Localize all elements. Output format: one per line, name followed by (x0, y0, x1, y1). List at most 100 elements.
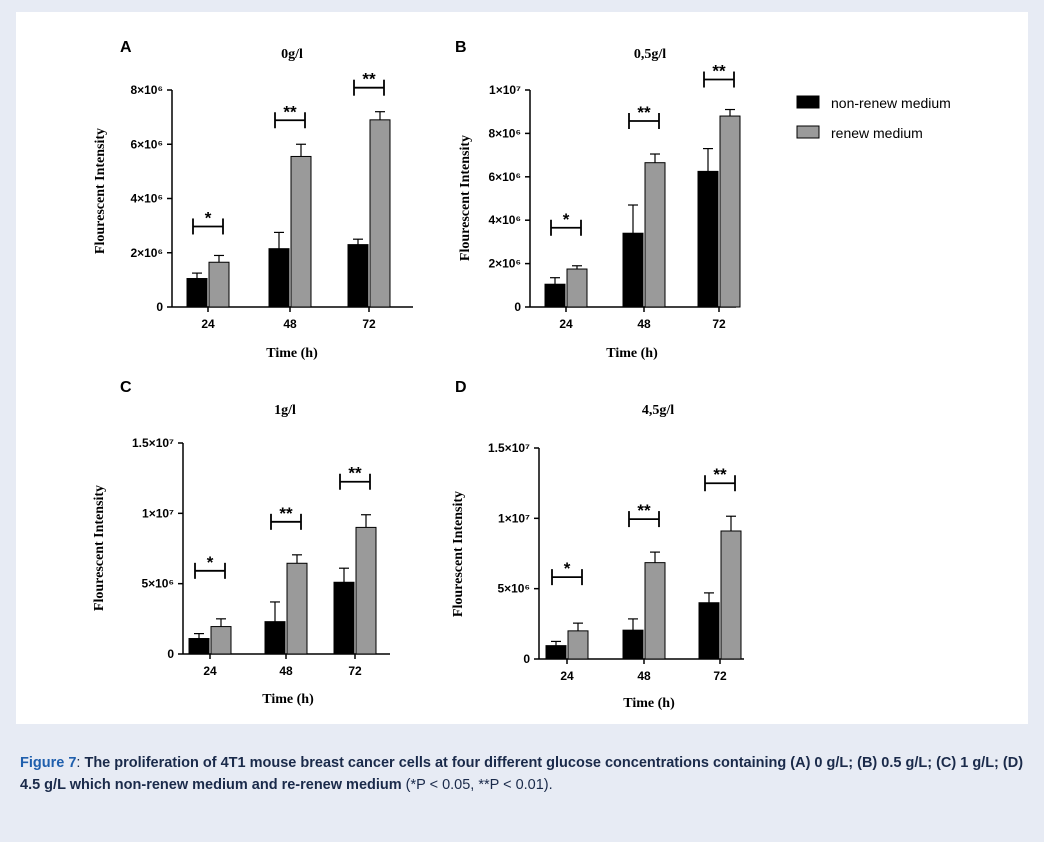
caption-tail-text: (*P < 0.05, **P < 0.01). (401, 777, 553, 793)
y-tick-label: 8×10⁶ (130, 83, 163, 97)
y-tick-label: 5×10⁶ (141, 577, 174, 591)
panel-letter-c: C (120, 379, 132, 396)
caption-bold-text: The proliferation of 4T1 mouse breast ca… (20, 755, 1024, 793)
y-tick-label: 0 (514, 300, 521, 314)
bar-renew-72h (720, 530, 742, 660)
significance-label: ** (362, 70, 376, 89)
bar-non-renew-72h (347, 244, 369, 308)
bar-non-renew-48h (622, 629, 644, 660)
bar-non-renew-24h (188, 638, 210, 655)
y-tick-label: 2×10⁶ (488, 257, 521, 271)
x-tick-label: 72 (712, 317, 726, 331)
panel-c-x-axis-title: Time (h) (262, 692, 314, 707)
y-tick-label: 1×10⁷ (142, 506, 174, 520)
significance-label: * (564, 559, 571, 578)
panel-d-y-axis-title: Flourescent Intensity (451, 491, 466, 617)
y-tick-label: 2×10⁶ (130, 246, 163, 260)
plot-areas: 02×10⁶4×10⁶6×10⁶8×10⁶24*48**72**02×10⁶4×… (130, 62, 744, 683)
bar-non-renew-48h (268, 248, 290, 308)
y-tick-label: 6×10⁶ (130, 137, 163, 151)
figure-label: Figure 7 (20, 755, 77, 771)
panel-d-title: 4,5g/l (642, 403, 674, 418)
bar-non-renew-72h (698, 602, 720, 660)
bar-renew-48h (644, 162, 666, 308)
panel-d: D 4,5g/l Time (h) Flourescent Intensity (451, 379, 675, 711)
panel-letter-d: D (455, 379, 467, 396)
panel-b-y-axis-title: Flourescent Intensity (458, 135, 473, 261)
bar-renew-72h (369, 119, 391, 308)
plot-d: 0 5×10⁶ 1×10⁷ 1.5×10⁷ 24 * 48 ** 72 ** (488, 441, 744, 683)
y-tick-label: 8×10⁶ (488, 126, 521, 140)
bar-renew-24h (208, 261, 230, 308)
y-tick-label: 1.5×10⁷ (132, 436, 174, 450)
panel-c-y-axis-title: Flourescent Intensity (92, 485, 107, 611)
significance-label: ** (712, 62, 726, 81)
panel-a-title: 0g/l (281, 47, 303, 62)
significance-label: ** (348, 464, 362, 483)
panel-b-x-axis-title: Time (h) (606, 346, 658, 361)
bar-non-renew-72h (333, 581, 355, 655)
figure-panel (16, 12, 1028, 724)
y-tick-label: 0 (523, 652, 530, 666)
x-tick-label: 72 (348, 664, 362, 678)
x-tick-label: 48 (279, 664, 293, 678)
legend-swatch-renew (796, 125, 820, 139)
caption-separator: : (76, 755, 85, 771)
y-tick-label: 1×10⁷ (498, 511, 530, 525)
bar-renew-72h (355, 526, 377, 655)
x-tick-label: 24 (203, 664, 217, 678)
y-tick-label: 6×10⁶ (488, 170, 521, 184)
bar-non-renew-24h (186, 278, 208, 308)
panel-b-title: 0,5g/l (634, 47, 666, 62)
y-tick-label: 0 (156, 300, 163, 314)
significance-label: * (207, 553, 214, 572)
y-tick-label: 4×10⁶ (488, 213, 521, 227)
panel-a: A 0g/l Time (h) Flourescent Intensity (93, 39, 318, 361)
panel-c: C 1g/l Time (h) Flourescent Intensity (92, 379, 314, 707)
bar-renew-24h (567, 630, 589, 660)
significance-label: * (205, 208, 212, 227)
x-tick-label: 24 (201, 317, 215, 331)
panel-letter-a: A (120, 39, 132, 56)
bar-renew-48h (290, 155, 312, 308)
significance-label: ** (637, 103, 651, 122)
panel-d-x-axis-title: Time (h) (623, 696, 675, 711)
legend-label-renew: renew medium (831, 125, 923, 141)
bar-renew-24h (210, 626, 232, 655)
significance-label: ** (713, 465, 727, 484)
bar-non-renew-72h (697, 170, 719, 308)
y-tick-label: 1×10⁷ (489, 83, 521, 97)
panel-letter-b: B (455, 39, 467, 56)
panel-a-x-axis-title: Time (h) (266, 346, 318, 361)
plot-a: 0 2×10⁶ 4×10⁶ 6×10⁶ 8×10⁶ 24 * 48 ** 72 ** (130, 70, 413, 331)
bar-renew-48h (644, 562, 666, 660)
y-tick-label: 5×10⁶ (497, 582, 530, 596)
bar-non-renew-24h (545, 645, 567, 660)
x-tick-label: 72 (362, 317, 376, 331)
bar-non-renew-24h (544, 283, 566, 308)
plot-b: 0 2×10⁶ 4×10⁶ 6×10⁶ 8×10⁶ 1×10⁷ 24 * 48 ** 72 ** (488, 62, 741, 331)
plot-c: 0 5×10⁶ 1×10⁷ 1.5×10⁷ 24 * 48 ** 72 ** (132, 436, 390, 678)
significance-label: ** (279, 504, 293, 523)
x-tick-label: 24 (560, 669, 574, 683)
panel-a-y-axis-title: Flourescent Intensity (93, 128, 108, 254)
bar-renew-48h (286, 562, 308, 655)
legend: non-renew medium renew medium (796, 95, 951, 141)
significance-label: ** (283, 102, 297, 121)
x-tick-label: 24 (559, 317, 573, 331)
y-tick-label: 1.5×10⁷ (488, 441, 530, 455)
panel-c-title: 1g/l (274, 403, 296, 418)
x-tick-label: 48 (637, 669, 651, 683)
figure-caption: Figure 7: The proliferation of 4T1 mouse… (20, 752, 1028, 796)
significance-label: * (563, 210, 570, 229)
significance-label: ** (637, 501, 651, 520)
bar-renew-72h (719, 115, 741, 308)
x-tick-label: 72 (713, 669, 727, 683)
legend-swatch-non-renew (796, 95, 820, 109)
y-tick-label: 0 (167, 647, 174, 661)
bar-renew-24h (566, 268, 588, 308)
bar-non-renew-48h (264, 621, 286, 655)
bar-non-renew-48h (622, 232, 644, 308)
panel-b: B 0,5g/l Time (h) Flourescent Intensity (455, 39, 666, 361)
